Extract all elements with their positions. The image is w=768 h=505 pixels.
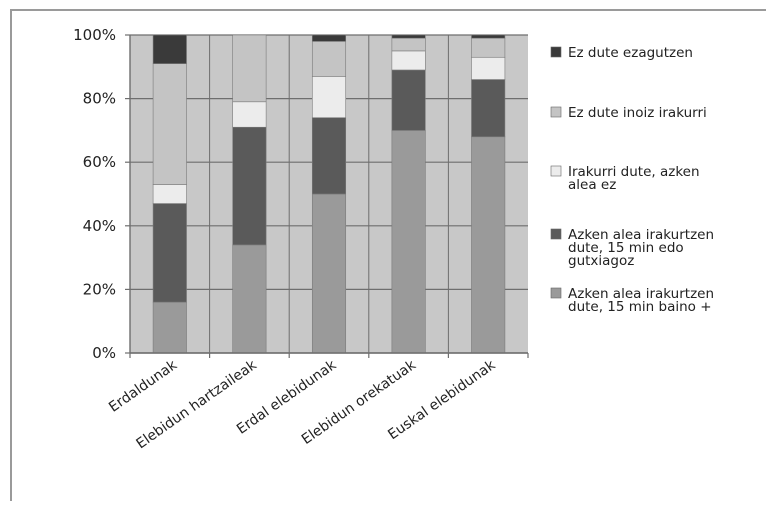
legend-label: Azken alea irakurtzen bbox=[568, 227, 714, 243]
bar-segment bbox=[152, 203, 187, 303]
bar-segment bbox=[391, 69, 426, 131]
legend-label: Ez dute inoiz irakurri bbox=[568, 105, 707, 121]
bar-segment bbox=[391, 37, 426, 52]
legend-label: Azken alea irakurtzen bbox=[568, 286, 714, 302]
y-tick-label: 40% bbox=[83, 217, 116, 235]
legend-swatch bbox=[550, 106, 562, 118]
legend-label: gutxiagoz bbox=[568, 253, 634, 269]
bar-segment bbox=[152, 301, 187, 354]
legend-label: Irakurri dute, azken bbox=[568, 164, 700, 180]
bar-segment bbox=[232, 126, 267, 246]
bar-segment bbox=[391, 34, 426, 39]
legend-swatch bbox=[550, 46, 562, 58]
bar-segment bbox=[391, 130, 426, 354]
legend-swatch bbox=[550, 287, 562, 299]
bar-segment bbox=[471, 34, 506, 39]
bar-segment bbox=[152, 34, 187, 64]
bar-segment bbox=[311, 76, 347, 118]
bar-segment bbox=[311, 117, 347, 195]
legend-label: alea ez bbox=[568, 177, 616, 193]
legend-label: Ez dute ezagutzen bbox=[568, 45, 693, 61]
bar-segment bbox=[471, 56, 506, 80]
y-tick-label: 80% bbox=[83, 90, 116, 108]
x-category-label: Erdaldunak bbox=[106, 357, 181, 416]
bar-segment bbox=[152, 63, 187, 185]
y-tick-label: 20% bbox=[83, 280, 116, 298]
bar-segment bbox=[232, 34, 267, 103]
bar-segment bbox=[471, 136, 506, 354]
legend-label: dute, 15 min edo bbox=[568, 240, 684, 256]
bar-segment bbox=[232, 101, 267, 128]
bar-segment bbox=[311, 41, 347, 77]
legend-swatch bbox=[550, 165, 562, 177]
bar-segment bbox=[471, 79, 506, 138]
bar-segment bbox=[152, 184, 187, 204]
bar-segment bbox=[311, 193, 347, 354]
bar-segment bbox=[232, 244, 267, 354]
y-tick-label: 0% bbox=[92, 344, 116, 362]
bar-segment bbox=[391, 50, 426, 71]
y-tick-label: 60% bbox=[83, 153, 116, 171]
y-tick-label: 100% bbox=[73, 26, 116, 44]
bar-segment bbox=[471, 37, 506, 58]
bar-segment bbox=[311, 34, 347, 42]
legend-label: dute, 15 min baino + bbox=[568, 299, 712, 315]
legend-swatch bbox=[550, 228, 562, 240]
